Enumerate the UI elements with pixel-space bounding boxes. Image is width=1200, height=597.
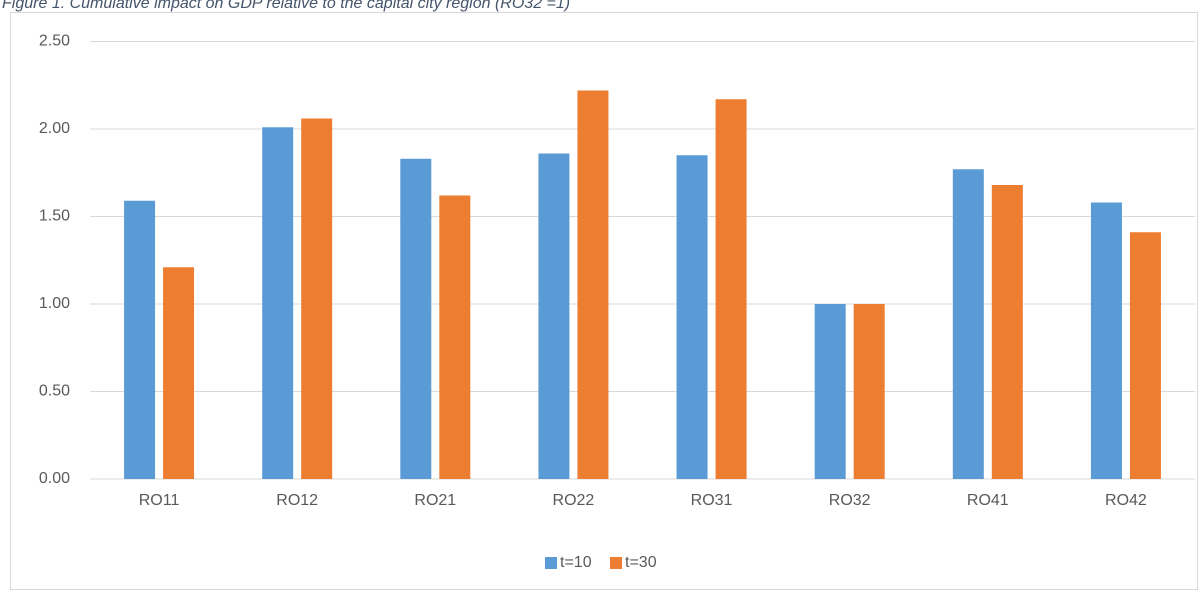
bar [124,200,156,479]
y-tick-label: 0.00 [39,470,70,487]
legend-swatch [545,557,557,569]
x-tick-label: RO41 [967,492,1009,509]
bar [1129,232,1161,479]
bar [262,127,294,479]
y-tick-label: 1.00 [39,295,70,312]
bar [814,304,846,479]
y-tick-label: 0.50 [39,383,70,400]
bar [163,267,195,479]
y-tick-label: 2.00 [39,120,70,137]
bar [715,99,747,479]
x-tick-label: RO12 [276,492,318,509]
chart-title: Figure 1. Cumulative impact on GDP relat… [2,0,570,12]
bar [1090,202,1122,479]
x-tick-label: RO31 [691,492,733,509]
y-tick-label: 2.50 [39,33,70,50]
x-tick-label: RO11 [139,492,180,509]
bar [991,185,1023,479]
legend-label: t=10 [560,554,592,571]
legend-label: t=30 [625,554,657,571]
bar [538,153,570,479]
y-tick-label: 1.50 [39,208,70,225]
x-tick-label: RO32 [829,492,871,509]
bar [301,118,333,479]
bar [577,90,609,479]
x-tick-label: RO21 [414,492,456,509]
bar [400,158,432,479]
bar [952,169,984,479]
x-tick-label: RO42 [1105,492,1147,509]
legend-swatch [610,557,622,569]
bar [853,304,885,479]
bar [439,195,471,479]
x-tick-label: RO22 [553,492,595,509]
bar [676,155,708,479]
